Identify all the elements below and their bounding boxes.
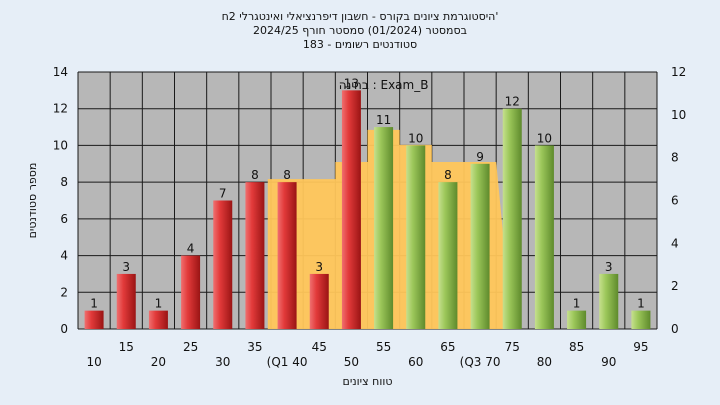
x-tick-label: 15 — [119, 340, 134, 354]
x-tick-label: 85 — [569, 340, 584, 354]
bar-value-label: 12 — [505, 95, 520, 109]
chart-title: היסטוגרמת ציונים בקורס - חשבון דיפרנציאל… — [221, 10, 499, 23]
y2-tick-label: 4 — [671, 236, 679, 250]
y-tick-label: 4 — [60, 249, 68, 263]
x-tick-label: 65 — [440, 340, 455, 354]
x-axis-title: טווח ציונים — [343, 375, 393, 388]
bar-value-label: 10 — [408, 131, 423, 145]
bar-value-label: 10 — [537, 131, 552, 145]
bar — [567, 310, 587, 329]
bar-value-label: 1 — [573, 297, 581, 311]
bar — [631, 310, 651, 329]
y-tick-label: 10 — [53, 138, 68, 152]
bar — [406, 145, 426, 329]
bar-value-label: 11 — [376, 113, 391, 127]
bar-value-label: 1 — [637, 297, 645, 311]
bar-value-label: 1 — [155, 297, 163, 311]
x-tick-label: 10 — [86, 355, 101, 369]
bar — [309, 273, 329, 329]
x-tick-label: 25 — [183, 340, 198, 354]
chart-subtitle-semester: בסמסטר (01/2024) סמסטר חורף 2024/25 — [253, 24, 467, 37]
bar — [502, 108, 522, 329]
bar — [213, 200, 233, 329]
y2-tick-label: 12 — [671, 65, 686, 79]
y-tick-label: 0 — [60, 322, 68, 336]
x-tick-label: 30 — [215, 355, 230, 369]
chart-subtitle-registered: סטודנטים רשומים - 183 — [302, 38, 418, 51]
bar — [438, 182, 458, 329]
x-tick-label: 60 — [408, 355, 423, 369]
y-tick-label: 14 — [53, 65, 68, 79]
bar — [245, 182, 265, 329]
bar-value-label: 8 — [444, 168, 452, 182]
bar-value-label: 3 — [315, 260, 323, 274]
x-tick-label: 20 — [151, 355, 166, 369]
bar — [599, 273, 619, 329]
x-tick-label: (Q1 40 — [267, 355, 308, 369]
y2-tick-label: 8 — [671, 151, 679, 165]
bar-value-label: 1 — [90, 297, 98, 311]
bar-value-label: 3 — [605, 260, 613, 274]
x-tick-label: 45 — [312, 340, 327, 354]
y-tick-label: 6 — [60, 212, 68, 226]
y-tick-label: 2 — [60, 285, 68, 299]
bar — [470, 163, 490, 329]
bar — [148, 310, 168, 329]
bar-value-label: 4 — [187, 242, 195, 256]
bar — [84, 310, 104, 329]
bar — [116, 273, 136, 329]
bar-value-label: 8 — [283, 168, 291, 182]
x-tick-label: 55 — [376, 340, 391, 354]
bar-value-label: 8 — [251, 168, 259, 182]
y-tick-label: 12 — [53, 102, 68, 116]
x-tick-label: 95 — [633, 340, 648, 354]
y2-tick-label: 0 — [671, 322, 679, 336]
x-tick-label: 35 — [247, 340, 262, 354]
x-tick-label: (Q3 70 — [460, 355, 501, 369]
bar — [374, 127, 394, 329]
bar-value-label: 7 — [219, 187, 227, 201]
bar-value-label: 13 — [344, 76, 359, 90]
y-tick-label: 8 — [60, 175, 68, 189]
x-tick-label: 75 — [505, 340, 520, 354]
x-tick-label: 50 — [344, 355, 359, 369]
x-tick-label: 90 — [601, 355, 616, 369]
y2-tick-label: 6 — [671, 194, 679, 208]
bar — [277, 182, 297, 329]
bar-value-label: 9 — [476, 150, 484, 164]
x-tick-label: 80 — [537, 355, 552, 369]
y2-tick-label: 2 — [671, 279, 679, 293]
bar — [534, 145, 554, 329]
bar — [341, 90, 361, 329]
comparison-label: בחינה : Exam_B — [339, 78, 429, 92]
bar — [181, 255, 201, 329]
y-axis-title: מספר סטודנטים — [26, 163, 39, 239]
bar-value-label: 3 — [122, 260, 130, 274]
y2-tick-label: 10 — [671, 108, 686, 122]
